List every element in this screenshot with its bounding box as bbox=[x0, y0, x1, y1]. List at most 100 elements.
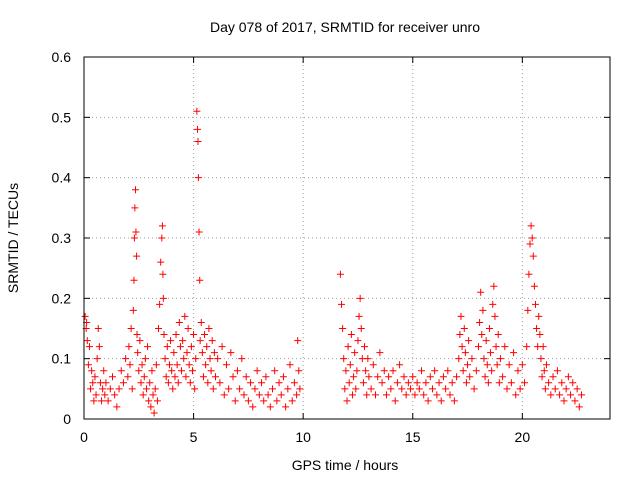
x-tick-label: 10 bbox=[295, 429, 311, 445]
data-point bbox=[501, 343, 509, 351]
data-point bbox=[113, 403, 121, 411]
x-tick-label: 15 bbox=[405, 429, 421, 445]
data-point bbox=[460, 325, 468, 332]
data-point bbox=[172, 331, 180, 339]
x-tick-label: 20 bbox=[515, 429, 531, 445]
data-point bbox=[472, 367, 480, 375]
data-point bbox=[216, 379, 224, 387]
chart-title: Day 078 of 2017, SRMTID for receiver unr… bbox=[210, 19, 480, 35]
data-point bbox=[159, 270, 167, 278]
data-point bbox=[541, 385, 549, 393]
data-point bbox=[478, 331, 486, 339]
data-point bbox=[147, 403, 155, 411]
data-point bbox=[435, 379, 443, 387]
data-point bbox=[247, 379, 255, 387]
data-point bbox=[266, 403, 274, 411]
data-point bbox=[149, 391, 157, 399]
data-point bbox=[206, 355, 214, 363]
data-point bbox=[131, 204, 139, 212]
data-point bbox=[218, 343, 226, 351]
data-point bbox=[518, 361, 526, 369]
data-point bbox=[461, 349, 469, 357]
data-point bbox=[164, 379, 172, 387]
data-point bbox=[295, 367, 303, 375]
data-point bbox=[499, 373, 507, 381]
data-point bbox=[197, 318, 205, 326]
data-point bbox=[193, 107, 201, 115]
data-point bbox=[286, 361, 294, 369]
data-point bbox=[359, 379, 367, 387]
y-tick-label: 0.2 bbox=[52, 290, 72, 306]
data-point bbox=[187, 343, 195, 351]
data-point bbox=[159, 294, 167, 302]
data-point bbox=[456, 331, 464, 339]
data-point bbox=[516, 385, 524, 393]
data-point bbox=[415, 385, 423, 393]
data-point bbox=[133, 252, 141, 260]
data-point bbox=[175, 318, 183, 326]
data-point bbox=[475, 343, 482, 351]
data-point bbox=[448, 379, 456, 387]
data-point bbox=[182, 373, 190, 381]
grid-lines bbox=[84, 57, 610, 419]
data-point bbox=[122, 355, 130, 363]
data-point bbox=[273, 397, 281, 405]
data-point bbox=[350, 373, 358, 381]
data-point bbox=[345, 379, 353, 387]
data-point bbox=[271, 367, 279, 375]
data-point bbox=[369, 361, 377, 369]
data-point bbox=[255, 391, 263, 399]
data-point bbox=[424, 397, 432, 405]
data-point bbox=[111, 391, 119, 399]
data-point bbox=[137, 379, 145, 387]
data-point bbox=[144, 343, 152, 351]
data-point bbox=[468, 355, 476, 363]
data-point bbox=[549, 373, 557, 381]
data-point bbox=[158, 222, 166, 230]
data-point bbox=[201, 331, 209, 339]
x-tick-label: 5 bbox=[190, 429, 198, 445]
data-point bbox=[495, 379, 503, 387]
data-point bbox=[264, 391, 272, 399]
data-point bbox=[450, 397, 458, 405]
data-point bbox=[578, 391, 586, 399]
data-point bbox=[169, 385, 177, 393]
data-point bbox=[87, 385, 95, 393]
data-point bbox=[535, 312, 543, 320]
data-point bbox=[284, 385, 292, 393]
data-point bbox=[537, 355, 545, 363]
data-point bbox=[249, 403, 257, 411]
data-point bbox=[558, 379, 566, 387]
data-point bbox=[371, 391, 379, 399]
y-tick-label: 0.1 bbox=[52, 351, 72, 367]
data-point bbox=[165, 361, 173, 369]
data-point bbox=[496, 355, 504, 363]
data-point bbox=[485, 325, 493, 332]
data-point bbox=[146, 379, 154, 387]
y-tick-label: 0.5 bbox=[52, 109, 72, 125]
data-point bbox=[489, 300, 497, 308]
data-point bbox=[382, 391, 390, 399]
data-point bbox=[128, 385, 136, 393]
data-point bbox=[163, 343, 171, 351]
data-point bbox=[341, 385, 349, 393]
data-point bbox=[184, 325, 192, 332]
data-point bbox=[210, 349, 218, 357]
data-point bbox=[277, 391, 285, 399]
data-point bbox=[439, 373, 447, 381]
data-point bbox=[168, 367, 176, 375]
data-point bbox=[367, 385, 375, 393]
data-point bbox=[91, 373, 99, 381]
data-point bbox=[88, 367, 96, 375]
data-point bbox=[204, 379, 212, 387]
data-point bbox=[279, 373, 287, 381]
data-point bbox=[242, 373, 250, 381]
data-point bbox=[464, 361, 472, 369]
data-point bbox=[571, 397, 579, 405]
data-point bbox=[138, 361, 146, 369]
data-point bbox=[488, 367, 496, 375]
axis-ticks bbox=[83, 56, 610, 420]
data-point bbox=[457, 312, 465, 320]
data-point bbox=[167, 337, 175, 345]
data-point bbox=[569, 379, 577, 387]
